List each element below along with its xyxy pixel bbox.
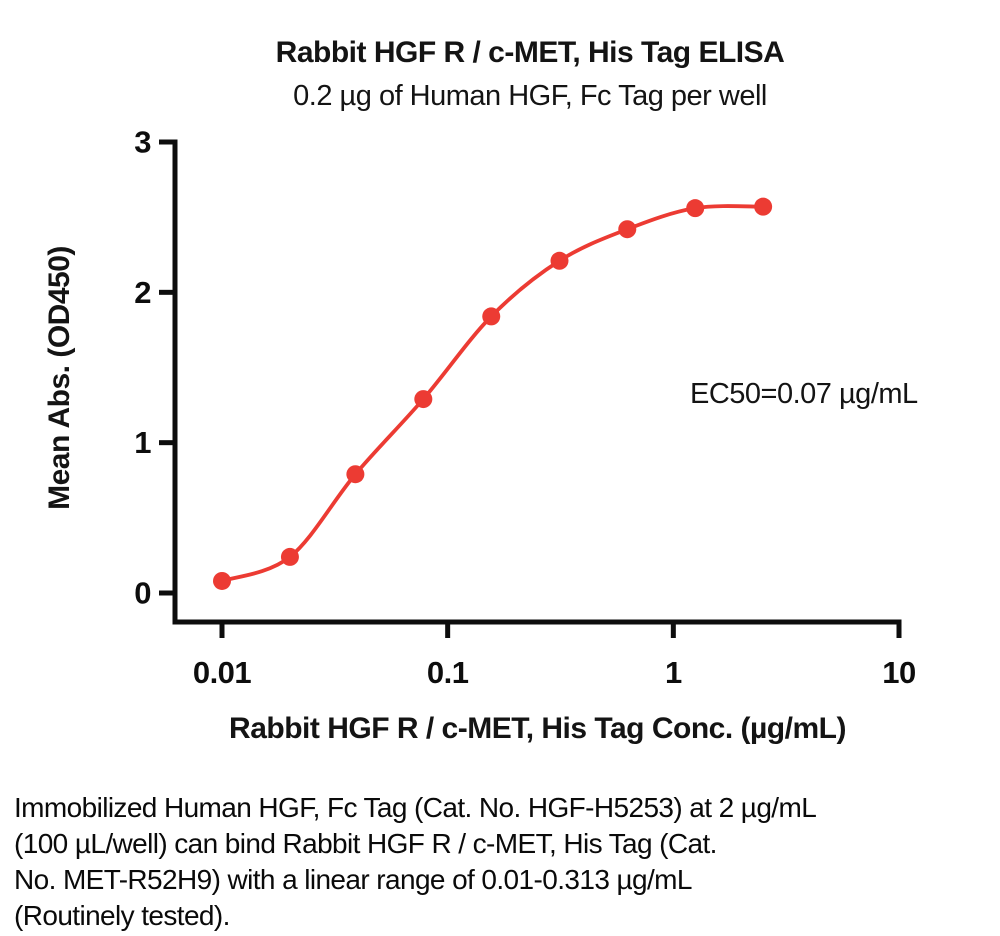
data-point [346,465,365,484]
y-tick-label: 1 [134,425,151,460]
x-tick-label: 10 [882,655,915,690]
data-point [754,197,773,216]
elisa-plot-area: 0 1 2 3 0.01 0.1 1 10 [134,125,916,691]
y-axis-title: Mean Abs. (OD450) [43,246,76,510]
data-point [618,220,637,239]
caption-line: (100 µL/well) can bind Rabbit HGF R / c-… [14,828,717,859]
data-point [414,390,433,409]
x-axis-title: Rabbit HGF R / c-MET, His Tag Conc. (µg/… [229,712,846,745]
y-tick-label: 3 [134,125,151,160]
data-point [213,571,231,590]
data-point [482,307,501,326]
caption-line: No. MET-R52H9) with a linear range of 0.… [14,864,692,895]
data-point [280,547,299,566]
y-tick-label: 2 [134,275,151,310]
chart-title: Rabbit HGF R / c-MET, His Tag ELISA [275,36,785,69]
caption-line: Immobilized Human HGF, Fc Tag (Cat. No. … [14,792,817,823]
ec50-annotation: EC50=0.07 µg/mL [690,378,918,410]
data-point [550,251,569,270]
x-tick-label: 0.1 [427,655,469,690]
data-point [686,199,705,218]
chart-subtitle: 0.2 µg of Human HGF, Fc Tag per well [293,80,767,112]
x-tick-label: 1 [665,655,682,690]
x-tick-label: 0.01 [193,655,252,690]
figure-caption: Immobilized Human HGF, Fc Tag (Cat. No. … [14,790,989,934]
y-tick-label: 0 [134,576,151,611]
caption-line: (Routinely tested). [14,900,230,931]
fit-curve [220,204,766,583]
